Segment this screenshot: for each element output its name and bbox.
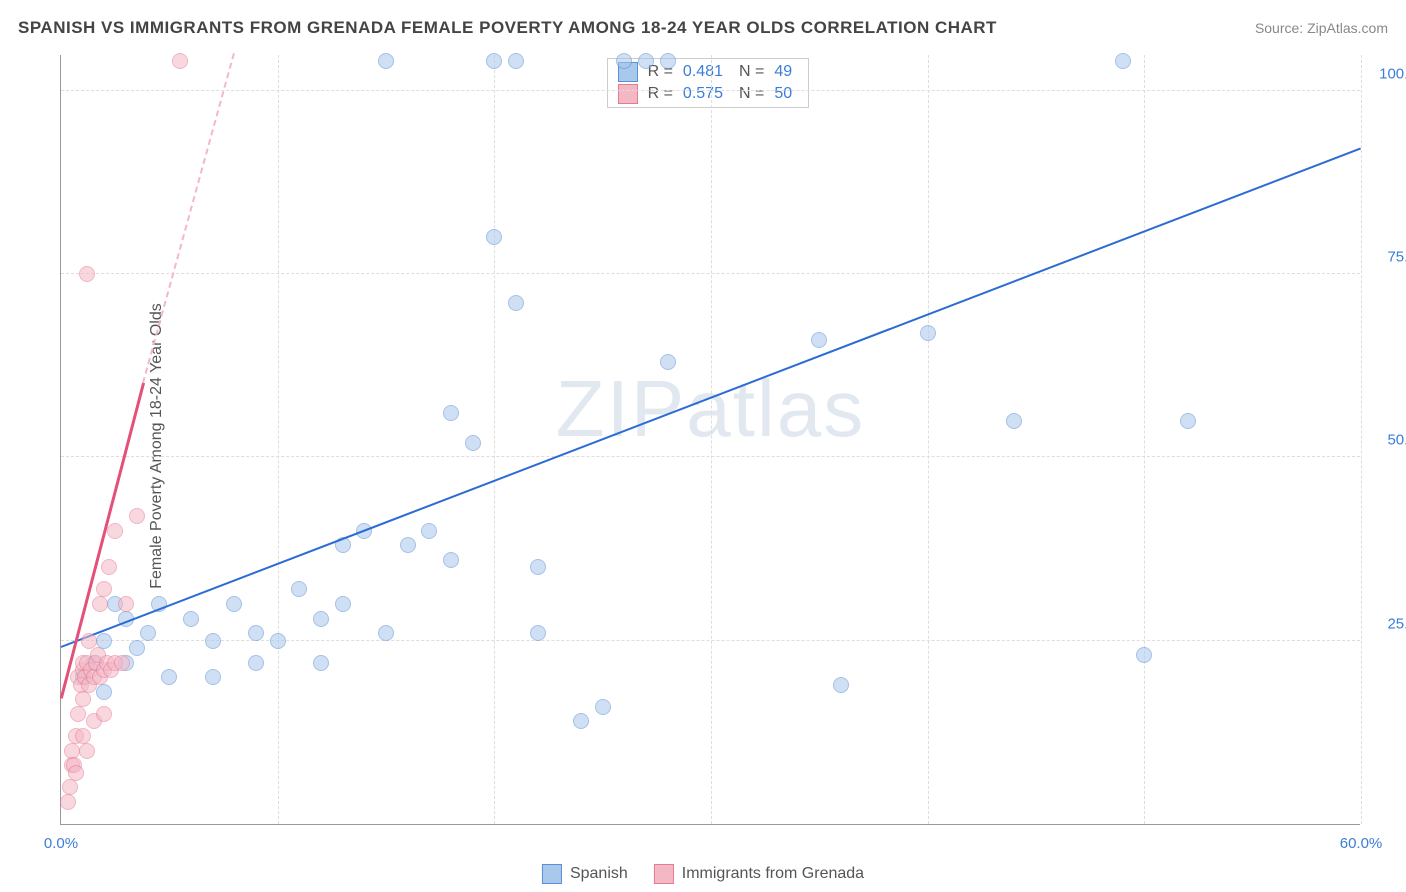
data-point xyxy=(101,559,117,575)
data-point xyxy=(920,325,936,341)
data-point xyxy=(530,625,546,641)
data-point xyxy=(62,779,78,795)
y-tick-label: 75.0% xyxy=(1370,249,1406,266)
data-point xyxy=(114,655,130,671)
gridline-v xyxy=(494,55,495,824)
data-point xyxy=(313,611,329,627)
data-point xyxy=(335,596,351,612)
stat-r-value: 0.481 xyxy=(683,63,723,81)
gridline-v xyxy=(278,55,279,824)
data-point xyxy=(833,677,849,693)
data-point xyxy=(75,728,91,744)
chart-container: SPANISH VS IMMIGRANTS FROM GRENADA FEMAL… xyxy=(0,0,1406,892)
data-point xyxy=(1180,413,1196,429)
y-tick-label: 25.0% xyxy=(1370,615,1406,632)
data-point xyxy=(1006,413,1022,429)
trend-line-dashed xyxy=(142,53,235,384)
data-point xyxy=(465,435,481,451)
stat-r-value: 0.575 xyxy=(683,85,723,103)
data-point xyxy=(638,53,654,69)
data-point xyxy=(92,596,108,612)
data-point xyxy=(291,581,307,597)
stat-n-value: 50 xyxy=(774,85,792,103)
y-tick-label: 50.0% xyxy=(1370,432,1406,449)
data-point xyxy=(486,53,502,69)
chart-title: SPANISH VS IMMIGRANTS FROM GRENADA FEMAL… xyxy=(18,18,997,38)
data-point xyxy=(70,706,86,722)
legend-item: Spanish xyxy=(542,864,628,884)
data-point xyxy=(140,625,156,641)
title-bar: SPANISH VS IMMIGRANTS FROM GRENADA FEMAL… xyxy=(18,18,1388,38)
y-tick-label: 100.0% xyxy=(1370,65,1406,82)
data-point xyxy=(508,295,524,311)
legend-label: Spanish xyxy=(570,865,628,883)
data-point xyxy=(96,706,112,722)
data-point xyxy=(96,581,112,597)
data-point xyxy=(248,625,264,641)
data-point xyxy=(96,633,112,649)
stat-n-value: 49 xyxy=(774,63,792,81)
data-point xyxy=(530,559,546,575)
data-point xyxy=(270,633,286,649)
data-point xyxy=(400,537,416,553)
data-point xyxy=(129,640,145,656)
data-point xyxy=(573,713,589,729)
data-point xyxy=(96,684,112,700)
data-point xyxy=(313,655,329,671)
plot-area: ZIPatlas R = 0.481N = 49R = 0.575N = 50 … xyxy=(60,55,1360,825)
legend-item: Immigrants from Grenada xyxy=(654,864,864,884)
data-point xyxy=(161,669,177,685)
data-point xyxy=(205,669,221,685)
legend-label: Immigrants from Grenada xyxy=(682,865,864,883)
stat-n-label: N = xyxy=(739,63,764,81)
series-legend: Spanish Immigrants from Grenada xyxy=(542,864,864,884)
x-tick-label: 60.0% xyxy=(1340,835,1383,852)
data-point xyxy=(660,53,676,69)
data-point xyxy=(68,765,84,781)
legend-swatch xyxy=(654,864,674,884)
data-point xyxy=(64,743,80,759)
legend-swatch xyxy=(618,84,638,104)
gridline-v xyxy=(1144,55,1145,824)
stat-r-label: R = xyxy=(648,85,673,103)
data-point xyxy=(129,508,145,524)
data-point xyxy=(1136,647,1152,663)
data-point xyxy=(172,53,188,69)
data-point xyxy=(486,229,502,245)
data-point xyxy=(616,53,632,69)
data-point xyxy=(81,633,97,649)
data-point xyxy=(595,699,611,715)
stat-n-label: N = xyxy=(739,85,764,103)
data-point xyxy=(421,523,437,539)
legend-swatch xyxy=(542,864,562,884)
data-point xyxy=(107,523,123,539)
gridline-v xyxy=(711,55,712,824)
stats-legend: R = 0.481 N = 49 R = 0.575 N = 50 xyxy=(607,58,810,108)
source-label: Source: ZipAtlas.com xyxy=(1255,20,1388,36)
data-point xyxy=(183,611,199,627)
data-point xyxy=(79,743,95,759)
data-point xyxy=(378,53,394,69)
data-point xyxy=(811,332,827,348)
data-point xyxy=(660,354,676,370)
data-point xyxy=(75,691,91,707)
data-point xyxy=(118,596,134,612)
stats-row: R = 0.575 N = 50 xyxy=(608,83,809,105)
data-point xyxy=(508,53,524,69)
gridline-v xyxy=(928,55,929,824)
gridline-v xyxy=(1361,55,1362,824)
data-point xyxy=(248,655,264,671)
data-point xyxy=(226,596,242,612)
data-point xyxy=(443,405,459,421)
data-point xyxy=(378,625,394,641)
x-tick-label: 0.0% xyxy=(44,835,78,852)
data-point xyxy=(205,633,221,649)
data-point xyxy=(60,794,76,810)
data-point xyxy=(1115,53,1131,69)
data-point xyxy=(443,552,459,568)
data-point xyxy=(79,266,95,282)
